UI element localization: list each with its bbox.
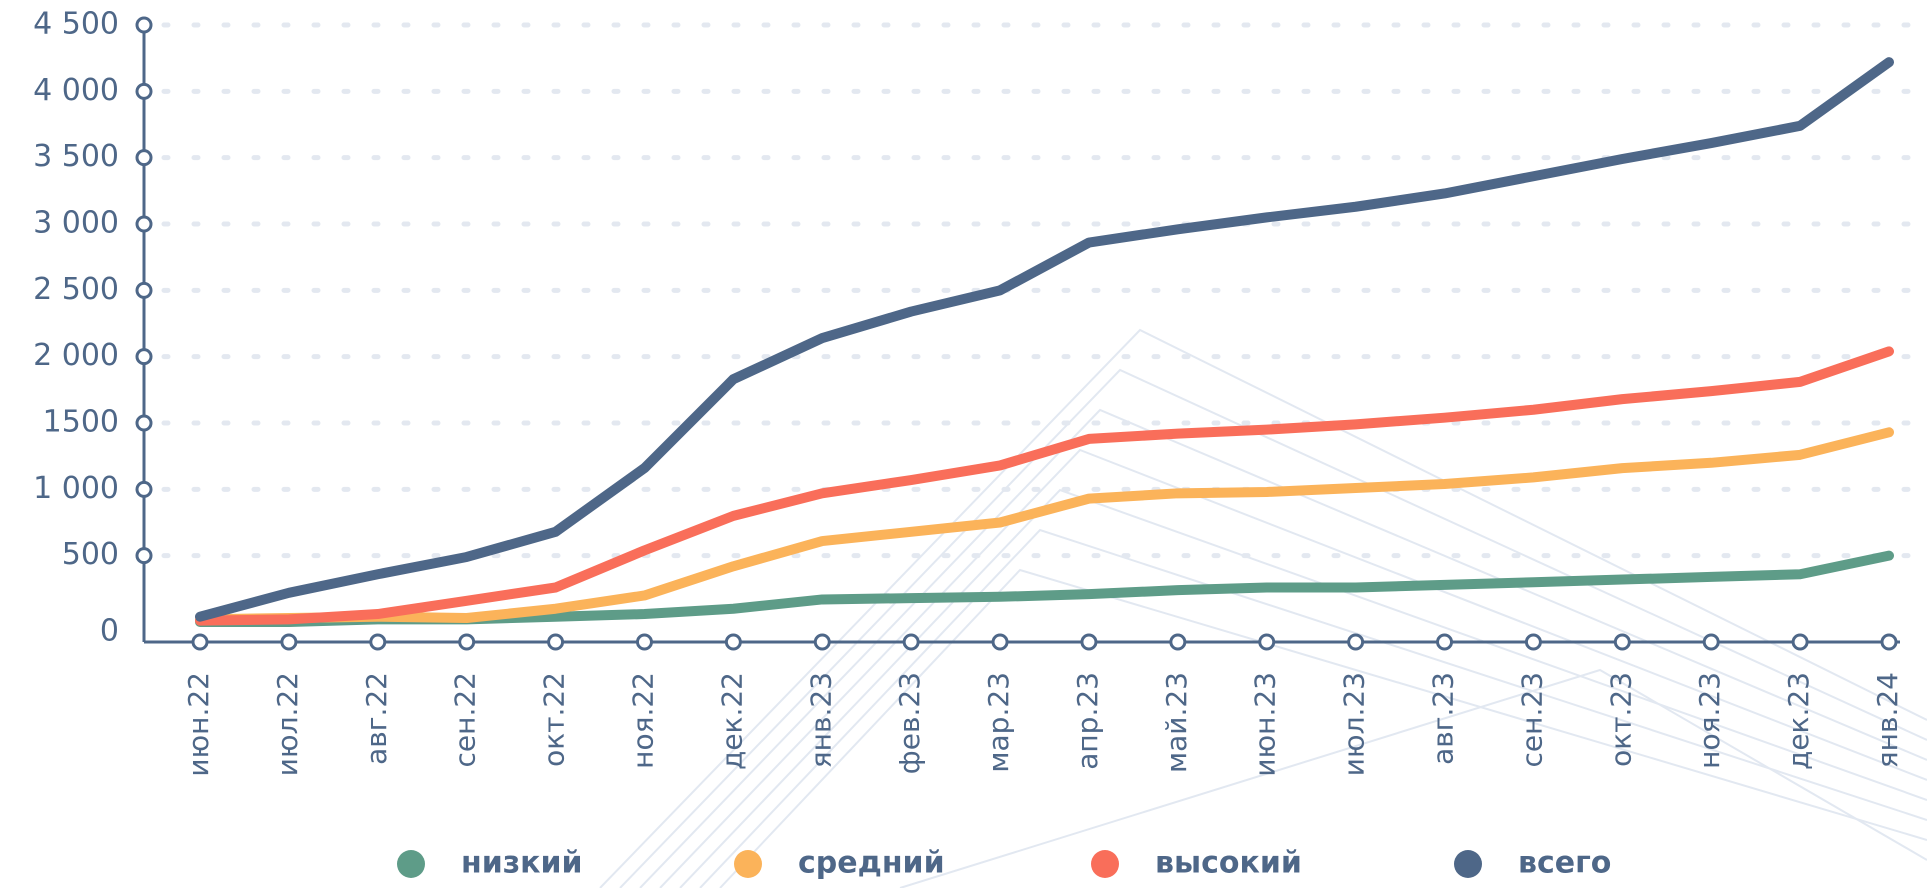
- x-tick: [191, 633, 209, 651]
- x-tick: [1347, 633, 1365, 651]
- x-tick-label: ноя.22: [626, 672, 659, 769]
- x-tick: [1702, 633, 1720, 651]
- x-tick-label: июн.22: [182, 672, 215, 777]
- x-tick-label: сен.22: [449, 672, 482, 767]
- series-line: [195, 550, 1894, 627]
- legend-label: всего: [1518, 846, 1611, 881]
- x-tick-label: янв.23: [804, 672, 837, 768]
- y-tick: [135, 16, 153, 34]
- x-tick: [547, 633, 565, 651]
- x-tick-label: сен.23: [1515, 672, 1548, 767]
- y-tick: [135, 215, 153, 233]
- x-tick: [1880, 633, 1898, 651]
- legend-marker: [397, 850, 425, 878]
- x-tick: [902, 633, 920, 651]
- y-tick-label: 0: [100, 614, 119, 649]
- x-tick-label: июл.22: [271, 672, 304, 776]
- x-tick-label: ноя.23: [1693, 672, 1726, 769]
- series-line: [195, 57, 1894, 622]
- x-tick-label: дек.22: [715, 672, 748, 770]
- x-tick-label: дек.23: [1782, 672, 1815, 770]
- y-tick: [135, 480, 153, 498]
- y-tick-label: 4 000: [33, 73, 119, 108]
- y-tick: [135, 414, 153, 432]
- x-tick: [1258, 633, 1276, 651]
- x-tick-label: авг.23: [1427, 672, 1460, 765]
- y-tick: [135, 547, 153, 565]
- x-tick: [1080, 633, 1098, 651]
- y-tick-label: 2 000: [33, 338, 119, 373]
- y-tick: [135, 281, 153, 299]
- x-tick-label: янв.24: [1871, 672, 1904, 768]
- x-tick-label: июл.23: [1338, 672, 1371, 776]
- y-tick: [135, 82, 153, 100]
- x-tick: [635, 633, 653, 651]
- x-tick: [1613, 633, 1631, 651]
- y-tick-label: 4 500: [33, 7, 119, 42]
- x-tick: [1436, 633, 1454, 651]
- series-line: [195, 346, 1894, 626]
- y-tick-label: 1 000: [33, 471, 119, 506]
- x-tick: [280, 633, 298, 651]
- background-decoration: [599, 328, 1927, 888]
- x-tick: [724, 633, 742, 651]
- legend-marker: [734, 850, 762, 878]
- legend-marker: [1091, 850, 1119, 878]
- y-tick-label: 500: [62, 537, 119, 572]
- legend-label: высокий: [1155, 846, 1302, 881]
- legend-label: средний: [798, 846, 945, 881]
- x-tick: [991, 633, 1009, 651]
- y-tick: [135, 348, 153, 366]
- x-tick: [1791, 633, 1809, 651]
- x-tick: [1524, 633, 1542, 651]
- x-tick-label: окт.23: [1604, 672, 1637, 767]
- x-tick: [1169, 633, 1187, 651]
- x-tick-label: мар.23: [982, 672, 1015, 773]
- x-tick: [369, 633, 387, 651]
- legend-label: низкий: [461, 846, 583, 881]
- series-line: [195, 427, 1894, 625]
- x-tick: [458, 633, 476, 651]
- y-tick: [135, 149, 153, 167]
- legend-marker: [1454, 850, 1482, 878]
- y-tick-label: 1500: [43, 405, 119, 440]
- x-tick-label: окт.22: [538, 672, 571, 767]
- y-tick-label: 3 500: [33, 139, 119, 174]
- x-tick: [813, 633, 831, 651]
- y-tick-label: 3 000: [33, 206, 119, 241]
- x-tick-label: авг.22: [360, 672, 393, 765]
- x-tick-label: апр.23: [1071, 672, 1104, 770]
- x-tick-label: май.23: [1160, 672, 1193, 773]
- x-tick-label: фев.23: [893, 672, 926, 774]
- y-tick-label: 2 500: [33, 272, 119, 307]
- x-tick-label: июн.23: [1249, 672, 1282, 777]
